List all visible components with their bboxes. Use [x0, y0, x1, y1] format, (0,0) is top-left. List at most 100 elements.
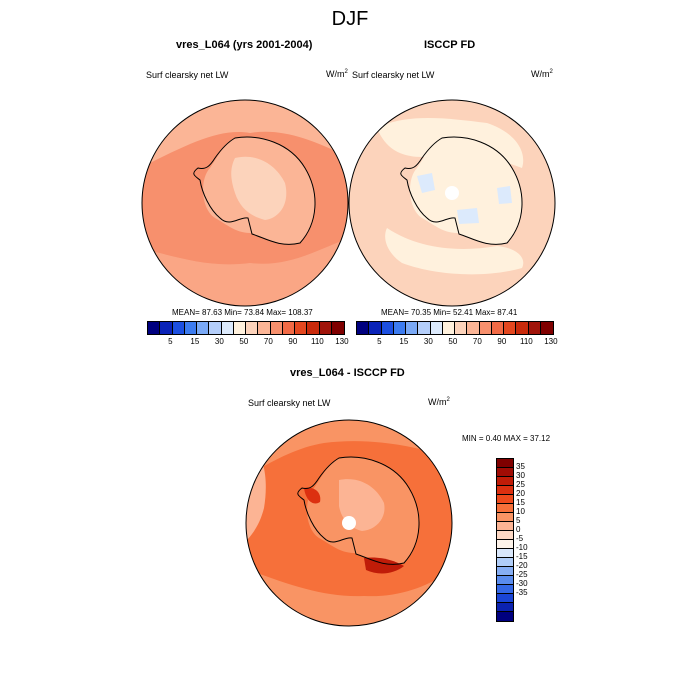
panel1-colorbar-swatch — [160, 322, 173, 334]
panel3-colorbar-swatch — [497, 576, 513, 585]
panel3-colorbar-swatch — [497, 603, 513, 612]
panel3-colorbar-swatch — [497, 513, 513, 522]
panel1-colorbar-tick-label: 30 — [214, 337, 224, 346]
panel1-variable-label: Surf clearsky net LW — [146, 70, 229, 80]
panel2-polar-map — [348, 99, 556, 307]
panel3-colorbar-tick-label: 5 — [516, 516, 521, 525]
panel1-colorbar-ticks: 5 15 30 50 70 90 110 130 — [147, 337, 348, 349]
panel2-colorbar-tick-label: 70 — [472, 337, 482, 346]
panel3-colorbar-swatch — [497, 486, 513, 495]
panel3-colorbar-tick-label: -25 — [516, 570, 528, 579]
panel3-units: W/m2 — [428, 397, 450, 407]
panel3-colorbar-tick-label: -15 — [516, 552, 528, 561]
panel1-colorbar-swatch — [331, 322, 344, 334]
panel3-colorbar-tick-label: 15 — [516, 498, 525, 507]
panel3-colorbar-swatch — [497, 612, 513, 621]
panel1-colorbar-tick-label: 50 — [239, 337, 249, 346]
panel3-warm-patch-south — [364, 557, 404, 574]
panel3-colorbar-tick-label: -10 — [516, 543, 528, 552]
panel1-colorbar-swatch — [270, 322, 283, 334]
panel2-colorbar-swatch — [540, 322, 553, 334]
panel3-colorbar-swatch — [497, 549, 513, 558]
panel1-stats: MEAN= 87.63 Min= 73.84 Max= 108.37 — [172, 308, 313, 317]
panel2-south-light-region — [385, 228, 524, 275]
panel3-warm-patch-west — [304, 487, 321, 504]
panel2-colorbar-swatch — [528, 322, 541, 334]
panel1-colorbar-swatch — [282, 322, 295, 334]
panel2-cold-patch-east — [497, 186, 512, 204]
panel2-colorbar-swatch — [516, 322, 529, 334]
panel2-colorbar — [356, 321, 554, 335]
panel2-colorbar-tick-label: 50 — [448, 337, 458, 346]
panel2-continent — [410, 137, 523, 245]
panel2-variable-label: Surf clearsky net LW — [352, 70, 435, 80]
panel2-colorbar-tick-label: 5 — [377, 337, 382, 346]
panel2-coastline — [400, 136, 523, 245]
panel3-colorbar-tick-label: -30 — [516, 579, 528, 588]
panel1-colorbar-tick-label: 70 — [263, 337, 273, 346]
panel2-colorbar-ticks: 5 15 30 50 70 90 110 130 — [356, 337, 557, 349]
panel1-units: W/m2 — [326, 69, 348, 79]
panel3-colorbar-swatch — [497, 540, 513, 549]
panel1-colorbar-tick-label: 130 — [335, 337, 349, 346]
panel1-south-band — [142, 238, 348, 306]
panel3-polar-map — [245, 419, 453, 627]
panel1-colorbar-swatch — [319, 322, 332, 334]
panel2-stats: MEAN= 70.35 Min= 52.41 Max= 87.41 — [381, 308, 518, 317]
panel3-colorbar-swatch — [497, 522, 513, 531]
panel3-colorbar-tick-label: 25 — [516, 480, 525, 489]
panel2-units: W/m2 — [531, 69, 553, 79]
panel2-colorbar-swatch — [442, 322, 455, 334]
panel2-colorbar-swatch — [369, 322, 382, 334]
panel2-pole-hole — [445, 186, 459, 200]
panel2-colorbar-tick-label: 130 — [544, 337, 558, 346]
panel1-colorbar-swatch — [258, 322, 271, 334]
panel2-cold-patch-west — [417, 173, 435, 193]
panel2-map-border — [348, 99, 556, 307]
panel3-colorbar-swatch — [497, 558, 513, 567]
panel1-colorbar-swatch — [233, 322, 246, 334]
panel2-colorbar-swatch — [479, 322, 492, 334]
figure-title: DJF — [331, 8, 369, 30]
panel3-stats: MIN = 0.40 MAX = 37.12 — [462, 434, 551, 443]
panel2-colorbar-swatch — [430, 322, 443, 334]
panel2-colorbar-swatch — [504, 322, 517, 334]
panel2-colorbar-swatch — [455, 322, 468, 334]
panel2-cold-patch-south — [457, 208, 479, 224]
panel3-colorbar — [496, 458, 514, 622]
panel3-colorbar-swatch — [497, 585, 513, 594]
panel1-colorbar-swatch — [184, 322, 197, 334]
panel1-colorbar-tick-label: 15 — [190, 337, 200, 346]
panel1-colorbar-swatch — [172, 322, 185, 334]
panel2-colorbar-swatch — [381, 322, 394, 334]
panel1-coastline — [193, 136, 316, 245]
panel3-colorbar-swatch — [497, 594, 513, 603]
panel3-colorbar-swatch — [497, 567, 513, 576]
panel2-colorbar-swatch — [418, 322, 431, 334]
panel1-colorbar-swatch — [295, 322, 308, 334]
panel3-coastline — [297, 456, 420, 565]
panel1-colorbar-tick-label: 5 — [168, 337, 173, 346]
panel3-colorbar-swatch — [497, 477, 513, 486]
panel3-colorbar-swatch — [497, 468, 513, 477]
panel3-colorbar-swatch — [497, 459, 513, 468]
panel3-colorbar-tick-label: 35 — [516, 462, 525, 471]
panel1-polar-map — [141, 99, 349, 307]
panel3-colorbar-tick-label: -35 — [516, 588, 528, 597]
panel1-title: vres_L064 (yrs 2001-2004) — [176, 39, 313, 51]
panel3-colorbar-swatch — [497, 504, 513, 513]
panel2-colorbar-swatch — [393, 322, 406, 334]
panel3-map-border — [245, 419, 453, 627]
panel1-colorbar — [147, 321, 345, 335]
panel3-colorbar-ticks: 35 30 25 20 15 10 5 0 -5 -10 -15 -20 -25 -30 -35 — [516, 458, 546, 620]
panel3-colorbar-tick-label: -20 — [516, 561, 528, 570]
panel3-colorbar-tick-label: 10 — [516, 507, 525, 516]
panel2-colorbar-swatch — [467, 322, 480, 334]
panel2-title: ISCCP FD — [424, 39, 476, 51]
panel2-colorbar-tick-label: 90 — [497, 337, 507, 346]
panel1-colorbar-tick-label: 90 — [288, 337, 298, 346]
panel3-colorbar-tick-label: 30 — [516, 471, 525, 480]
panel1-colorbar-swatch — [307, 322, 320, 334]
panel2-colorbar-tick-label: 110 — [519, 337, 533, 346]
panel2-colorbar-swatch — [491, 322, 504, 334]
